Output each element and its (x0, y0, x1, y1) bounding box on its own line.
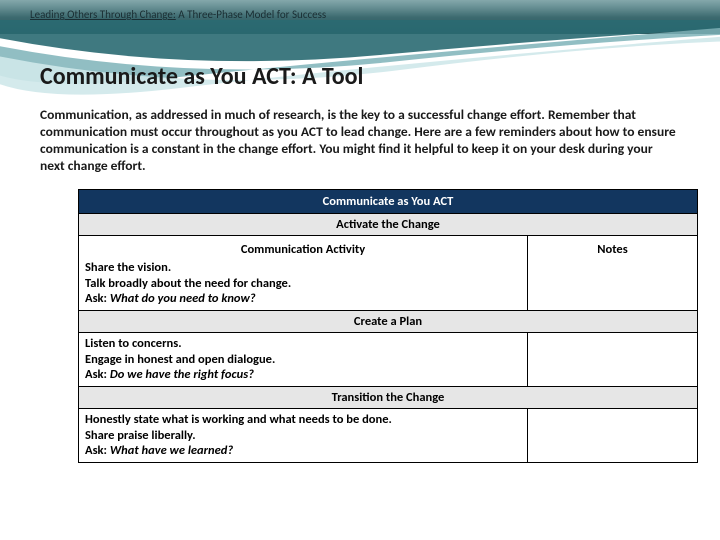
col-header-notes: Notes (534, 239, 691, 261)
col-header-activity: Communication Activity (85, 239, 521, 261)
section-heading-transition: Transition the Change (79, 386, 698, 408)
notes-cell-transition (528, 408, 698, 462)
breadcrumb-title: Leading Others Through Change: (30, 8, 176, 21)
act-tool-table: Communicate as You ACT Activate the Chan… (78, 189, 698, 463)
transition-line1: Honestly state what is working and what … (85, 412, 521, 428)
transition-ask: Ask: What have we learned? (85, 443, 521, 459)
intro-paragraph: Communication, as addressed in much of r… (40, 107, 680, 175)
transition-line2: Share praise liberally. (85, 428, 521, 444)
breadcrumb-subtitle: A Three-Phase Model for Success (176, 8, 326, 21)
notes-cell-plan (528, 333, 698, 387)
content-area: Communicate as You ACT: A Tool Communica… (0, 34, 720, 463)
activate-ask: Ask: What do you need to know? (85, 291, 521, 307)
section-heading-plan: Create a Plan (79, 311, 698, 333)
section-heading-activate: Activate the Change (79, 213, 698, 235)
activity-cell-plan: Listen to concerns. Engage in honest and… (79, 333, 528, 387)
notes-cell-activate: Notes (528, 235, 698, 311)
table-main-header: Communicate as You ACT (79, 189, 698, 213)
plan-line1: Listen to concerns. (85, 336, 521, 352)
breadcrumb: Leading Others Through Change: A Three-P… (30, 8, 326, 21)
page-title: Communicate as You ACT: A Tool (40, 62, 680, 91)
plan-line2: Engage in honest and open dialogue. (85, 352, 521, 368)
activity-cell-transition: Honestly state what is working and what … (79, 408, 528, 462)
plan-ask: Ask: Do we have the right focus? (85, 367, 521, 383)
activate-line2: Talk broadly about the need for change. (85, 276, 521, 292)
activity-cell-activate: Communication Activity Share the vision.… (79, 235, 528, 311)
activate-line1: Share the vision. (85, 260, 521, 276)
